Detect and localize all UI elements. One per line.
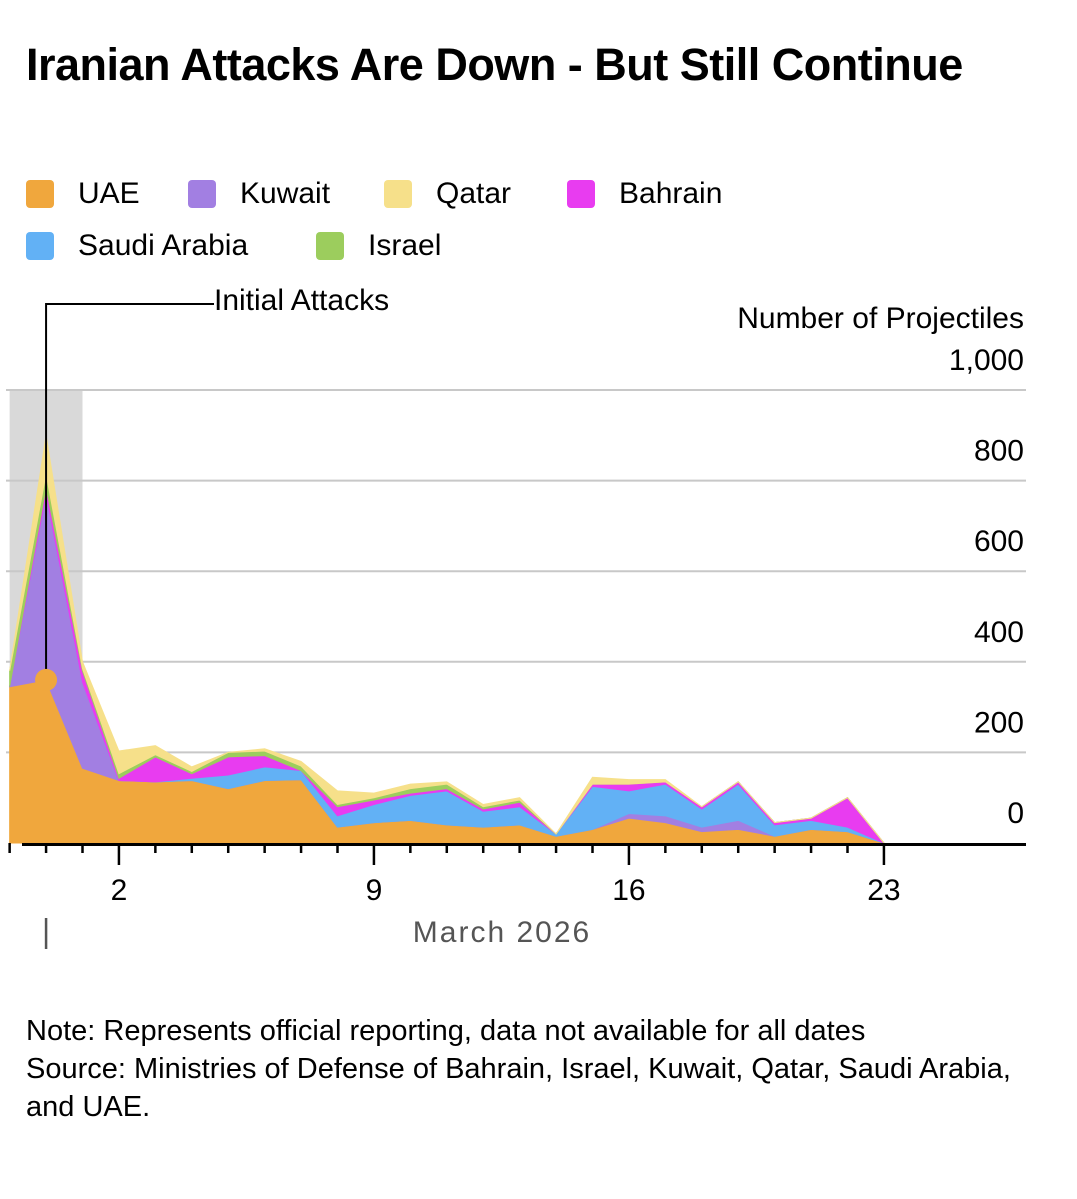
area-layer — [9, 435, 885, 844]
legend-label-saudi-arabia: Saudi Arabia — [78, 229, 249, 262]
legend-swatch-israel — [316, 232, 344, 260]
y-tick-label: 0 — [1007, 797, 1024, 830]
y-tick-label: 1,000 — [949, 344, 1024, 377]
legend-label-qatar: Qatar — [436, 177, 512, 210]
legend-item-kuwait: Kuwait — [188, 174, 330, 214]
y-tick-label: 400 — [974, 616, 1024, 649]
source-text: Source: Ministries of Defense of Bahrain… — [26, 1053, 1011, 1123]
legend-item-uae: UAE — [26, 174, 140, 214]
legend-swatch-uae — [26, 180, 54, 208]
stacked-area-chart: Initial Attacks Number of Projectiles 0 2… — [6, 284, 1026, 949]
legend-item-bahrain: Bahrain — [567, 174, 722, 214]
y-tick-label: 200 — [974, 706, 1024, 739]
legend-label-israel: Israel — [368, 229, 442, 262]
legend-label-bahrain: Bahrain — [619, 177, 723, 210]
legend-swatch-kuwait — [188, 180, 216, 208]
annotation-dot — [35, 668, 58, 691]
annotation-layer: Initial Attacks — [35, 284, 389, 691]
legend-label-uae: UAE — [78, 177, 140, 210]
y-tick-labels: 0 200 400 600 800 1,000 — [949, 344, 1024, 830]
note-text: Note: Represents official reporting, dat… — [26, 1015, 866, 1047]
legend-swatch-saudi-arabia — [26, 232, 54, 260]
legend-item-qatar: Qatar — [384, 174, 511, 214]
legend: UAE Kuwait Qatar Bahrain Saudi Arabia Is… — [26, 174, 1046, 278]
grid-layer — [6, 389, 1026, 754]
x-tick-label: 23 — [867, 874, 900, 907]
legend-swatch-bahrain — [567, 180, 595, 208]
x-tick-label: 2 — [111, 874, 128, 907]
y-tick-label: 800 — [974, 435, 1024, 468]
y-tick-label: 600 — [974, 525, 1024, 558]
legend-row: Saudi Arabia Israel — [26, 226, 1046, 278]
annotation-leader-line — [45, 303, 214, 680]
chart-title: Iranian Attacks Are Down - But Still Con… — [26, 39, 963, 90]
annotation-label: Initial Attacks — [214, 284, 389, 317]
legend-label-kuwait: Kuwait — [240, 177, 331, 210]
legend-row: UAE Kuwait Qatar Bahrain — [26, 174, 1046, 226]
x-tick-labels: 2 9 16 23 — [111, 874, 901, 907]
legend-item-saudi-arabia: Saudi Arabia — [26, 226, 248, 266]
legend-item-israel: Israel — [316, 226, 441, 266]
footnotes: Note: Represents official reporting, dat… — [26, 1012, 1026, 1126]
x-tick-label: 9 — [366, 874, 383, 907]
axis-layer — [8, 843, 1026, 949]
x-tick-label: 16 — [612, 874, 645, 907]
y-axis-title: Number of Projectiles — [737, 302, 1024, 335]
legend-swatch-qatar — [384, 180, 412, 208]
x-axis-title: March 2026 — [413, 916, 591, 949]
